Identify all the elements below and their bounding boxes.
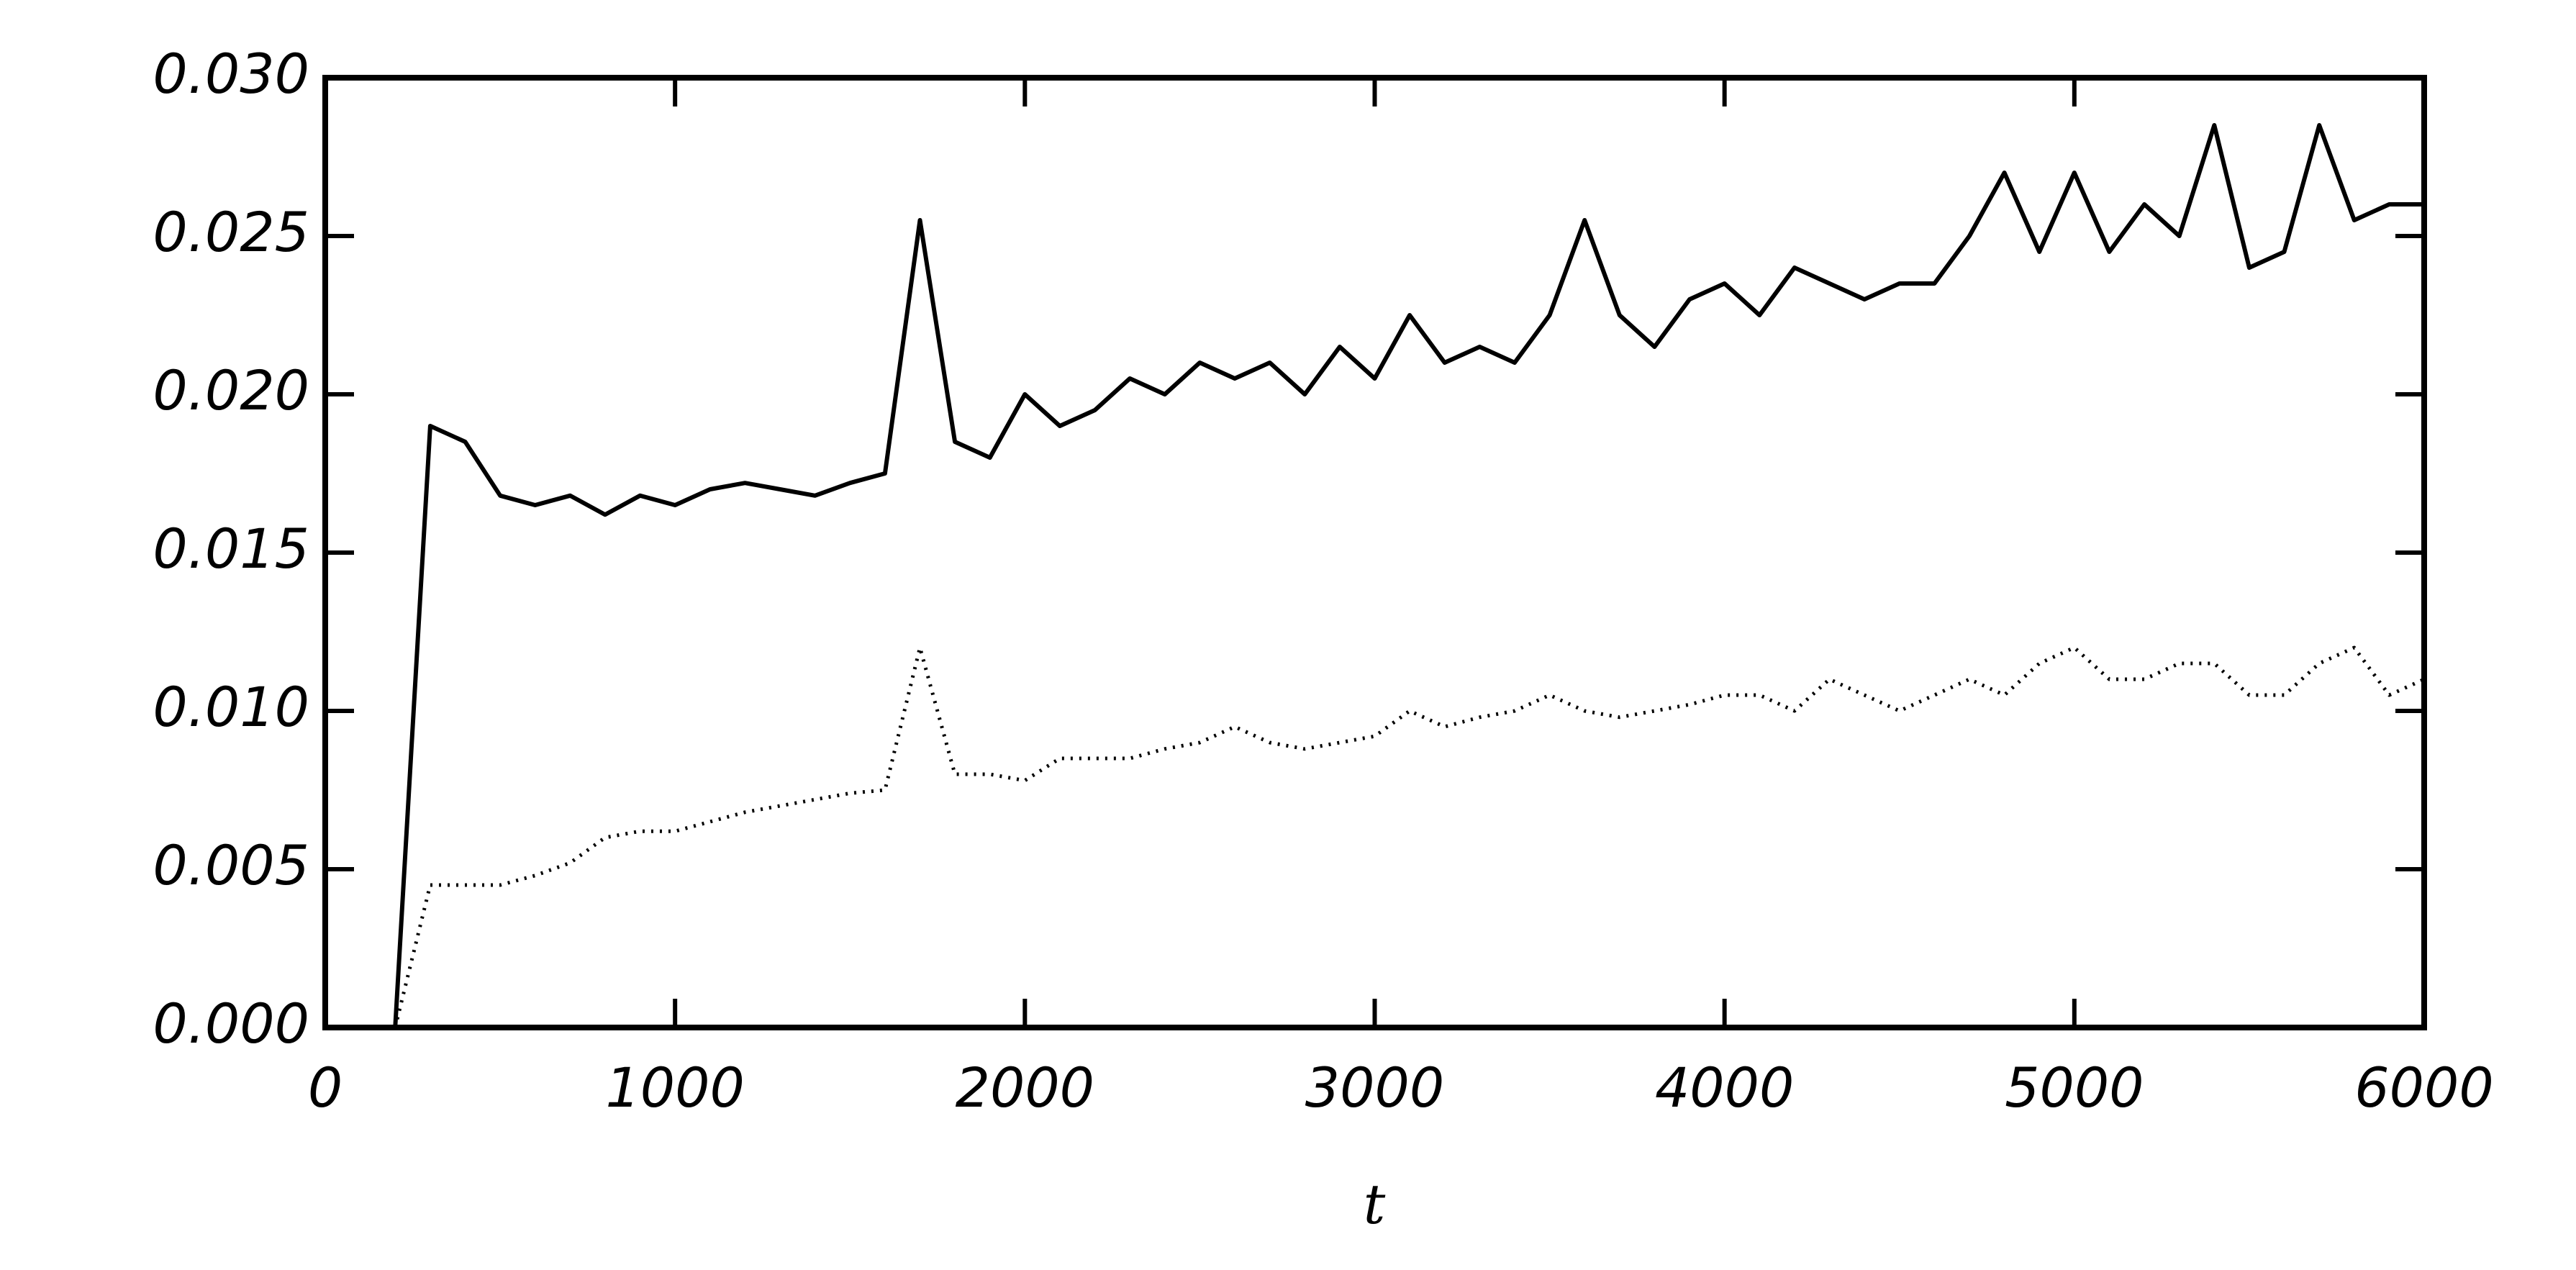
x-tick-label: 5000 bbox=[2005, 1056, 2144, 1120]
x-tick-label: 0 bbox=[308, 1056, 343, 1120]
y-tick-label: 0.030 bbox=[153, 42, 309, 106]
y-tick-label: 0.005 bbox=[153, 833, 309, 897]
y-tick-label: 0.010 bbox=[153, 675, 309, 739]
x-tick-label: 6000 bbox=[2354, 1056, 2493, 1120]
data-line bbox=[393, 123, 2424, 1028]
x-axis-label: t bbox=[1364, 1172, 1386, 1236]
x-tick-label: 2000 bbox=[956, 1056, 1094, 1120]
y-tick-label: 0.000 bbox=[153, 992, 309, 1056]
y-tick-label: 0.025 bbox=[153, 200, 309, 264]
y-tick-label: 0.020 bbox=[153, 358, 309, 422]
plot-frame bbox=[322, 75, 2427, 1030]
data-line bbox=[393, 645, 2426, 1028]
y-tick-label: 0.015 bbox=[153, 517, 309, 581]
x-tick-label: 3000 bbox=[1305, 1056, 1444, 1120]
x-tick-label: 1000 bbox=[605, 1056, 744, 1120]
x-tick-label: 4000 bbox=[1655, 1056, 1794, 1120]
